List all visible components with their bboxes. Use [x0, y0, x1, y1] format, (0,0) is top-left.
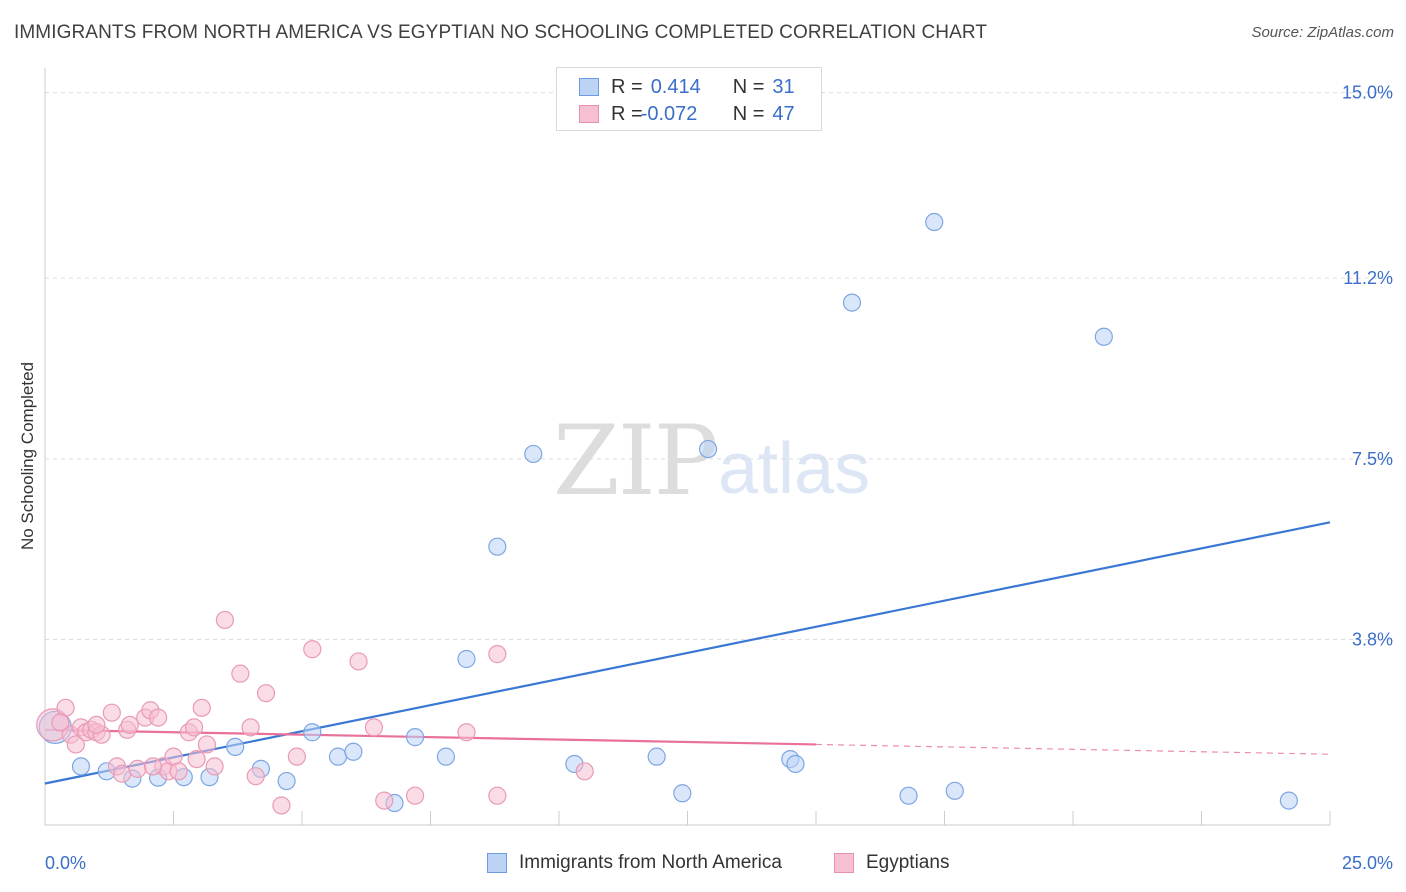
- point-egyptians: [575, 762, 594, 781]
- point-north-america: [488, 537, 507, 556]
- gridlines: [45, 92, 1392, 640]
- point-egyptians: [112, 764, 132, 783]
- point-egyptians: [51, 713, 70, 732]
- legend-row-egyptians: R = -0.072 N = 47: [579, 101, 795, 127]
- point-north-america: [1094, 327, 1113, 346]
- point-north-america: [277, 771, 296, 791]
- legend-r-value: -0.072: [640, 102, 698, 125]
- point-north-america: [344, 742, 363, 761]
- tick-labels: 3.8% 7.5% 11.2% 15.0% 0.0% 25.0%: [45, 83, 1393, 873]
- trend-line-egyptians: [44, 728, 817, 746]
- point-north-america: [457, 649, 476, 669]
- point-egyptians: [197, 735, 217, 754]
- legend-swatch-pink: [579, 105, 599, 123]
- bottom-legend-swatch-blue: [487, 853, 507, 873]
- point-egyptians: [184, 718, 204, 737]
- bottom-legend-north-america: Immigrants from North America: [487, 852, 782, 874]
- trend-line-dashed-egyptians: [815, 743, 1331, 755]
- point-north-america: [226, 737, 245, 756]
- point-north-america: [673, 784, 692, 803]
- point-north-america: [945, 781, 964, 800]
- y-tick-label: 15.0%: [1342, 83, 1393, 103]
- point-egyptians: [364, 718, 384, 737]
- x-tick-label-end: 25.0%: [1342, 853, 1393, 873]
- point-north-america: [842, 293, 862, 312]
- legend-r-label: R =: [611, 75, 643, 98]
- trend-lines: [44, 521, 1331, 785]
- point-egyptians: [256, 684, 276, 703]
- x-tick-label-start: 0.0%: [45, 853, 86, 873]
- point-north-america: [647, 747, 666, 766]
- point-egyptians: [246, 767, 265, 786]
- point-egyptians: [287, 747, 306, 766]
- trend-line-north-america: [44, 521, 1331, 785]
- point-egyptians: [192, 698, 211, 717]
- legend-n-value: 31: [772, 75, 795, 98]
- point-north-america: [405, 728, 425, 747]
- point-north-america: [436, 747, 456, 766]
- axes: [44, 68, 1331, 826]
- point-egyptians: [375, 791, 394, 810]
- chart-title: IMMIGRANTS FROM NORTH AMERICA VS EGYPTIA…: [14, 22, 988, 43]
- watermark-atlas: atlas: [718, 429, 871, 509]
- bottom-legend-label: Immigrants from North America: [519, 852, 782, 873]
- point-north-america: [71, 757, 91, 776]
- point-egyptians: [205, 757, 224, 776]
- legend-r-label: R =: [611, 102, 643, 125]
- point-north-america: [524, 444, 543, 464]
- point-egyptians: [303, 640, 322, 659]
- legend-swatch-blue: [579, 78, 599, 96]
- point-egyptians: [66, 735, 85, 754]
- point-north-america: [786, 754, 805, 774]
- point-egyptians: [120, 715, 139, 735]
- point-north-america: [698, 439, 718, 459]
- point-north-america: [328, 747, 348, 766]
- stats-legend: R = 0.414 N = 31 R = -0.072 N = 47: [556, 67, 822, 131]
- point-egyptians: [405, 786, 425, 805]
- point-egyptians: [488, 645, 507, 664]
- point-egyptians: [488, 786, 507, 805]
- point-north-america: [1279, 791, 1298, 810]
- y-tick-label: 7.5%: [1352, 449, 1393, 469]
- legend-row-north-america: R = 0.414 N = 31: [579, 74, 795, 100]
- bottom-legend-label: Egyptians: [866, 852, 950, 873]
- y-tick-label: 3.8%: [1352, 629, 1393, 649]
- bottom-legend-egyptians: Egyptians: [834, 852, 949, 874]
- point-egyptians: [128, 759, 147, 778]
- point-egyptians: [215, 610, 234, 630]
- point-egyptians: [272, 796, 291, 815]
- point-north-america: [303, 723, 322, 742]
- bottom-legend-swatch-pink: [834, 853, 854, 873]
- point-egyptians: [143, 757, 163, 776]
- watermark-zip: ZIP: [553, 405, 718, 517]
- point-egyptians: [169, 762, 188, 781]
- point-egyptians: [241, 718, 260, 737]
- point-egyptians: [187, 749, 206, 769]
- legend-r-value: 0.414: [650, 75, 701, 98]
- point-egyptians: [87, 715, 106, 735]
- y-tick-label: 11.2%: [1343, 268, 1393, 288]
- legend-n-label: N =: [732, 102, 765, 125]
- legend-n-label: N =: [732, 75, 765, 98]
- point-egyptians: [148, 708, 168, 727]
- legend-n-value: 47: [772, 102, 795, 125]
- data-points: [36, 212, 1298, 815]
- point-north-america: [925, 212, 944, 232]
- point-egyptians: [231, 664, 250, 683]
- point-egyptians: [102, 703, 121, 722]
- point-egyptians: [457, 723, 476, 742]
- point-egyptians: [349, 652, 368, 671]
- point-north-america: [899, 786, 918, 805]
- source-credit: Source: ZipAtlas.com: [1251, 24, 1394, 41]
